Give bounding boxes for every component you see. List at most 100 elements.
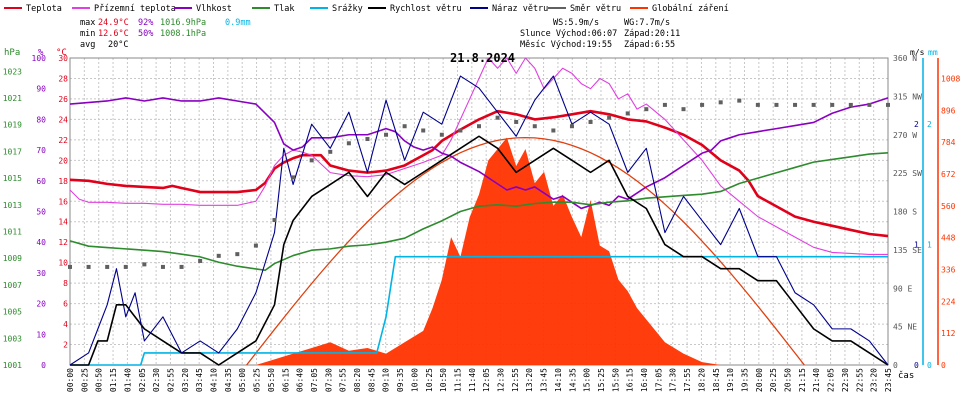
x-tick-label: 17:55 [683,368,692,392]
x-tick-label: 12:55 [511,368,520,392]
axis-ms-unit: m/s [910,48,925,57]
axis-degc-tick: 16 [58,197,68,206]
axis-degc-tick: 24 [58,115,68,124]
x-tick-label: 13:45 [540,368,549,392]
wind-dir-point [774,102,779,107]
x-tick-label: 18:45 [712,368,721,392]
axis-pct-tick: 100 [32,54,47,63]
wind-dir-point [272,218,277,223]
axis-hpa-tick: 1015 [3,174,22,183]
wind-dir-point [253,243,258,248]
series-line [70,255,888,366]
info-mesic-zapad: Západ:6:55 [624,40,675,50]
axis-dir-tick: 270 W [893,131,917,140]
axis-dir-tick: 180 S [893,208,917,217]
legend-label: Tlak [274,4,294,14]
axis-pct-tick: 0 [41,361,46,370]
axis-wm2-tick: 0 [941,361,946,370]
axis-degc-tick: 8 [63,279,68,288]
legend-item: Vlhkost [174,4,232,14]
x-tick-label: 02:55 [166,368,175,392]
wind-dir-point [867,102,872,107]
axis-degc-tick: 18 [58,177,68,186]
x-tick-label: 10:00 [410,368,419,392]
stats-max-label: max [80,18,95,28]
x-tick-label: 12:05 [482,368,491,392]
wind-dir-point [718,100,723,105]
wind-dir-point [123,264,128,269]
wind-dir-point [551,128,556,133]
axis-mm-tick: 0 [927,361,932,370]
x-tick-label: 16:40 [640,368,649,392]
x-tick-label: 22:30 [841,368,850,392]
axis-pct-tick: 50 [36,208,46,217]
axis-degc-tick: 20 [58,156,68,165]
stats-min-press: 1008.1hPa [160,29,206,39]
stats-max-press: 1016.9hPa [160,18,206,28]
wind-dir-point [644,107,649,112]
legend-label: Teplota [26,4,62,14]
x-tick-label: 18:20 [697,368,706,392]
stats-max-temp: 24.9°C [98,18,129,28]
legend-item: Tlak [252,4,294,14]
axis-wm2-tick: 448 [941,234,956,243]
axis-dir-tick: 360 N [893,54,917,63]
wind-direction-points [68,98,890,269]
axis-mm-tick: 2 [927,120,932,129]
axis-hpa-tick: 1023 [3,67,22,76]
stats-min-hum: 50% [138,29,153,39]
x-tick-label: 03:20 [181,368,190,392]
wind-dir-point [607,115,612,120]
legend-item: Srážky [310,4,363,14]
legend-label: Přízemní teplota [94,4,176,14]
info-ws: WS:5.9m/s [553,18,599,28]
x-tick-label: 23:45 [884,368,893,392]
x-tick-label: 23:20 [870,368,879,392]
stats-max-hum: 92% [138,18,153,28]
x-tick-label: 15:00 [583,368,592,392]
x-tick-label: 01:40 [123,368,132,392]
x-tick-label: 09:10 [382,368,391,392]
axis-dir-tick: 315 NW [893,92,922,101]
wind-dir-point [811,102,816,107]
radiation-fill [70,137,888,365]
x-tick-label: 08:45 [367,368,376,392]
axis-degc-tick: 26 [58,95,68,104]
x-tick-label: 15:25 [597,368,606,392]
x-tick-label: 01:15 [109,368,118,392]
stats-avg-label: avg [80,40,95,50]
x-tick-label: 00:00 [66,368,75,392]
axis-mm-unit: mm [928,48,938,57]
legend-item: Rychlost větru [368,4,462,14]
legend-label: Globální záření [652,4,729,14]
stats-rain-total: 0.9mm [225,18,251,28]
legend-label: Směr větru [570,4,621,14]
axis-dir-tick: 135 SE [893,246,922,255]
info-slunce-zapad: Západ:20:11 [624,29,680,39]
x-tick-label: 14:35 [568,368,577,392]
x-tick-label: 11:15 [453,368,462,392]
axis-degc-tick: 30 [58,54,68,63]
legend-label: Rychlost větru [390,4,462,14]
axis-pct-tick: 80 [36,115,46,124]
series-line [69,75,889,366]
axis-ms-tick: 0 [914,361,919,370]
axis-wm2-tick: 672 [941,170,956,179]
legend-label: Vlhkost [196,4,232,14]
axis-degc-unit: °C [56,48,67,58]
axis-hpa-tick: 1007 [3,281,22,290]
wind-dir-point [160,264,165,269]
x-tick-label: 07:55 [339,368,348,392]
x-tick-label: 05:25 [253,368,262,392]
x-tick-label: 19:35 [740,368,749,392]
axis-wm2-tick: 224 [941,297,956,306]
axis-pct-tick: 40 [36,238,46,247]
info-wg: WG:7.7m/s [624,18,670,28]
series-line [69,97,889,210]
x-tick-label: 04:10 [210,368,219,392]
x-tick-label: 15:50 [611,368,620,392]
x-tick-label: 05:00 [238,368,247,392]
axis-degc-tick: 2 [63,341,68,350]
axis-degc-tick: 6 [63,300,68,309]
chart-axes: 1001100310051007100910111013101510171019… [3,48,961,392]
